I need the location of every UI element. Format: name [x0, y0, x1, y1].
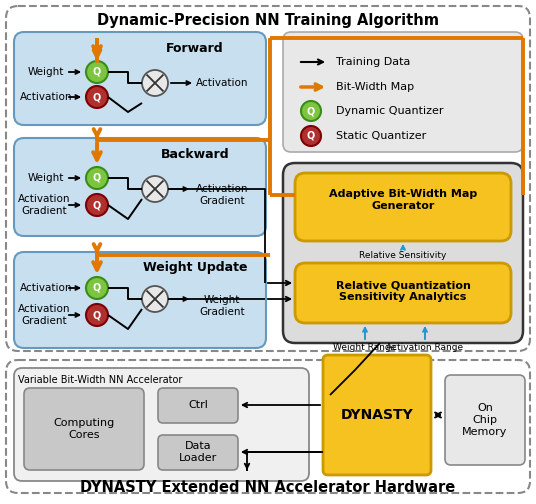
FancyBboxPatch shape [6, 360, 530, 493]
Circle shape [86, 167, 108, 189]
FancyBboxPatch shape [283, 32, 523, 152]
Text: Ctrl: Ctrl [188, 400, 208, 410]
Circle shape [86, 86, 108, 108]
FancyBboxPatch shape [24, 388, 144, 470]
Text: Q: Q [93, 173, 101, 183]
Text: Backward: Backward [161, 148, 229, 160]
FancyBboxPatch shape [158, 388, 238, 423]
Text: Q: Q [307, 106, 315, 116]
FancyBboxPatch shape [158, 435, 238, 470]
Text: Q: Q [93, 283, 101, 293]
Text: Dynamic Quantizer: Dynamic Quantizer [336, 106, 443, 116]
FancyBboxPatch shape [445, 375, 525, 465]
Text: Data
Loader: Data Loader [179, 441, 217, 463]
FancyBboxPatch shape [323, 355, 431, 475]
FancyBboxPatch shape [14, 32, 266, 125]
Circle shape [142, 70, 168, 96]
Text: Variable Bit-Width NN Accelerator: Variable Bit-Width NN Accelerator [18, 375, 182, 385]
Circle shape [301, 126, 321, 146]
Circle shape [86, 277, 108, 299]
Text: Training Data: Training Data [336, 57, 411, 67]
Text: Weight: Weight [28, 67, 64, 77]
Text: Activation: Activation [20, 92, 72, 102]
FancyBboxPatch shape [14, 252, 266, 348]
Text: Bit-Width Map: Bit-Width Map [336, 82, 414, 92]
Text: DYNASTY: DYNASTY [340, 408, 413, 422]
Text: Activation: Activation [196, 78, 248, 88]
Text: Q: Q [93, 92, 101, 102]
Text: Static Quantizer: Static Quantizer [336, 131, 426, 141]
Text: Activation
Gradient: Activation Gradient [18, 194, 70, 216]
Text: Q: Q [93, 200, 101, 210]
Text: Q: Q [93, 67, 101, 77]
Text: Weight Update: Weight Update [143, 261, 247, 274]
Circle shape [86, 61, 108, 83]
Text: Weight Range: Weight Range [333, 344, 397, 352]
FancyBboxPatch shape [295, 263, 511, 323]
Circle shape [301, 101, 321, 121]
Text: Q: Q [307, 131, 315, 141]
FancyBboxPatch shape [14, 368, 309, 481]
Text: On
Chip
Memory: On Chip Memory [463, 403, 508, 436]
Text: Forward: Forward [166, 41, 224, 54]
Text: DYNASTY Extended NN Accelerator Hardware: DYNASTY Extended NN Accelerator Hardware [80, 479, 456, 494]
Circle shape [142, 286, 168, 312]
FancyBboxPatch shape [295, 173, 511, 241]
Text: Weight
Gradient: Weight Gradient [199, 295, 245, 317]
Text: Adaptive Bit-Width Map
Generator: Adaptive Bit-Width Map Generator [329, 189, 477, 211]
Text: Activation
Gradient: Activation Gradient [196, 184, 248, 206]
Text: Activation: Activation [20, 283, 72, 293]
Text: Relative Sensitivity: Relative Sensitivity [359, 251, 446, 261]
Circle shape [142, 176, 168, 202]
FancyBboxPatch shape [14, 138, 266, 236]
Text: Dynamic-Precision NN Training Algorithm: Dynamic-Precision NN Training Algorithm [97, 13, 439, 28]
FancyBboxPatch shape [6, 6, 530, 351]
Text: Activation Range: Activation Range [386, 344, 464, 352]
Text: Q: Q [93, 310, 101, 320]
Text: Activation
Gradient: Activation Gradient [18, 304, 70, 326]
FancyBboxPatch shape [283, 163, 523, 343]
Circle shape [86, 194, 108, 216]
Text: Weight: Weight [28, 173, 64, 183]
Text: Computing
Cores: Computing Cores [54, 418, 115, 440]
Circle shape [86, 304, 108, 326]
Text: Relative Quantization
Sensitivity Analytics: Relative Quantization Sensitivity Analyt… [336, 280, 471, 302]
